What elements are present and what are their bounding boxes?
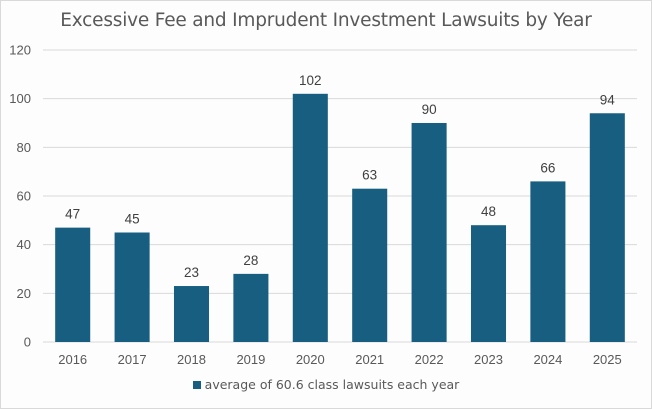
bar: [173, 286, 210, 342]
bar: [55, 227, 91, 342]
bar: [233, 273, 269, 342]
x-tick-label: 2016: [58, 352, 87, 367]
data-label: 102: [299, 73, 322, 88]
bar: [589, 113, 625, 343]
x-tick-label: 2020: [296, 352, 325, 367]
x-tick-label: 2022: [415, 352, 444, 367]
legend: average of 60.6 class lawsuits each year: [0, 377, 652, 392]
bar: [114, 232, 150, 342]
y-tick-label: 20: [17, 286, 31, 301]
chart-title: Excessive Fee and Imprudent Investment L…: [60, 10, 592, 31]
legend-swatch-icon: [192, 380, 201, 389]
bar: [292, 93, 328, 342]
x-tick-label: 2025: [593, 352, 622, 367]
y-tick-label: 120: [9, 43, 31, 58]
x-axis-ticks: 2016 2017 2018 2019 2020 2021 2022 2023 2024 2025: [58, 352, 622, 367]
bar: [470, 225, 507, 342]
data-label: 63: [362, 168, 377, 183]
bars: [55, 93, 625, 343]
y-tick-label: 40: [17, 237, 31, 252]
data-labels: 47 45 23 28 102 63 90 48 66 94: [65, 73, 615, 280]
data-label: 45: [125, 212, 140, 227]
bar: [411, 123, 447, 342]
x-tick-label: 2018: [177, 352, 206, 367]
data-label: 23: [184, 265, 199, 280]
y-tick-label: 60: [17, 189, 31, 204]
y-tick-label: 0: [24, 335, 31, 350]
bar: [352, 188, 388, 342]
data-label: 47: [65, 207, 80, 222]
data-label: 90: [422, 102, 437, 117]
data-label: 48: [481, 204, 496, 219]
data-label: 28: [243, 253, 258, 268]
x-tick-label: 2023: [474, 352, 503, 367]
x-tick-label: 2017: [118, 352, 147, 367]
legend-label: average of 60.6 class lawsuits each year: [204, 377, 460, 392]
x-tick-label: 2019: [236, 352, 265, 367]
x-tick-label: 2021: [355, 352, 384, 367]
x-tick-label: 2024: [533, 352, 562, 367]
y-tick-label: 100: [9, 91, 31, 106]
data-label: 66: [540, 160, 555, 175]
y-axis-ticks: 0 20 40 60 80 100 120: [9, 43, 31, 350]
bar: [530, 181, 566, 342]
data-label: 94: [600, 92, 616, 107]
y-tick-label: 80: [17, 140, 31, 155]
